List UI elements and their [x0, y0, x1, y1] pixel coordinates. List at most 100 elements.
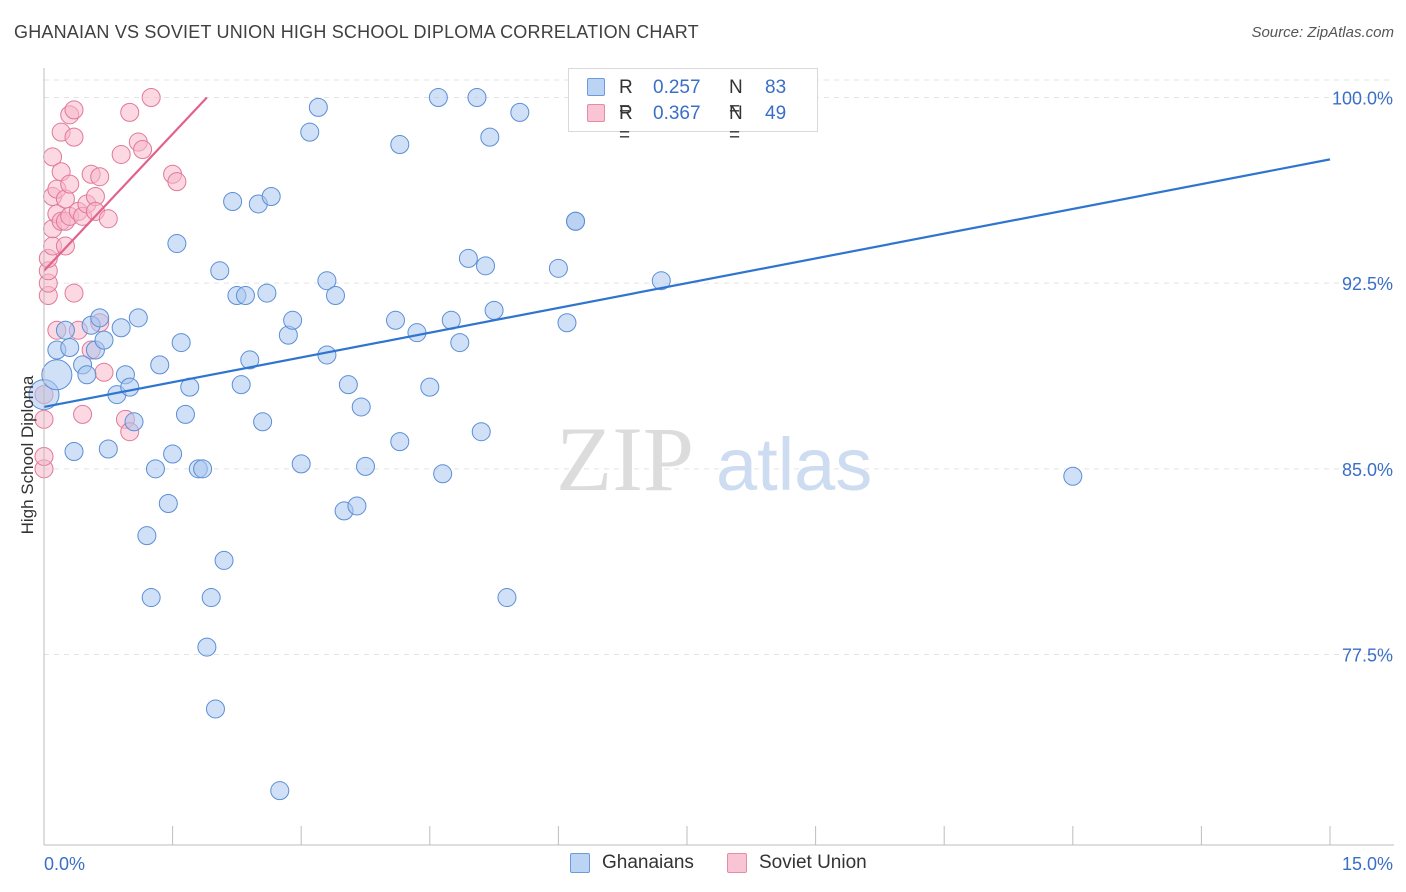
ghanaian-point	[55, 320, 75, 340]
soviet-union-point	[94, 362, 114, 382]
ghanaian-point	[566, 211, 586, 231]
ghanaian-point	[175, 404, 195, 424]
ghanaian-point	[128, 308, 148, 328]
ghanaian-point	[141, 588, 161, 608]
ghanaian-point	[137, 526, 157, 546]
ghanaian-point	[557, 313, 577, 333]
soviet-union-point	[120, 102, 140, 122]
ghanaian-point	[163, 444, 183, 464]
ghanaian-point	[471, 422, 491, 442]
ghanaian-point	[120, 377, 140, 397]
ghanaian-point	[356, 456, 375, 476]
ghanaian-point	[150, 355, 170, 375]
ghanaians-trend-line	[43, 158, 1331, 409]
soviet-union-point	[55, 236, 75, 256]
ghanaian-point	[308, 97, 328, 117]
ghanaian-point	[205, 699, 225, 719]
watermark-zip: ZIP	[556, 408, 694, 510]
ghanaian-point	[433, 464, 453, 484]
legend-r-label: R =	[619, 103, 633, 146]
ghanaian-point	[214, 550, 234, 570]
y-tick-label: 100.0%	[1332, 89, 1393, 109]
x-tick-label: 0.0%	[44, 854, 85, 874]
ghanaian-point	[197, 637, 217, 657]
ghanaian-point	[338, 375, 358, 395]
soviet-union-point	[64, 283, 84, 303]
ghanaian-point	[145, 459, 165, 479]
legend-r-value: 0.367	[653, 103, 701, 124]
ghanaian-point	[77, 365, 97, 385]
ghanaian-point	[98, 439, 118, 459]
ghanaian-point	[428, 88, 448, 107]
legend-n-label: N =	[729, 77, 743, 120]
ghanaian-point	[253, 412, 273, 432]
tick-labels: 77.5% 85.0% 92.5% 100.0% 0.0% 15.0%	[44, 89, 1393, 875]
ghanaian-point	[458, 248, 478, 268]
ghanaian-point	[390, 432, 410, 452]
bottom-legend-label-soviet-union: Soviet Union	[759, 852, 867, 873]
legend-r-value: 0.257	[653, 77, 701, 98]
ghanaian-point	[257, 283, 277, 303]
ghanaian-point	[484, 300, 504, 320]
ghanaian-point	[193, 459, 213, 479]
soviet-union-point	[73, 404, 93, 424]
ghanaian-point	[467, 88, 487, 107]
soviet-union-point	[111, 144, 131, 164]
ghanaian-point	[261, 187, 281, 207]
ghanaian-point	[210, 261, 230, 281]
ghanaian-point	[94, 330, 114, 350]
ghanaian-point	[235, 286, 255, 306]
ghanaian-point	[124, 412, 144, 432]
ghanaian-point	[476, 256, 496, 276]
ghanaian-point	[300, 122, 320, 142]
ghanaian-point	[90, 308, 110, 328]
y-axis-label: High School Diploma	[18, 375, 37, 535]
bottom-legend-swatch-ghanaians	[570, 853, 590, 873]
watermark: ZIP atlas	[556, 408, 872, 510]
soviet-union-point	[60, 174, 80, 194]
x-tick-label: 15.0%	[1342, 854, 1393, 874]
ghanaian-point	[64, 442, 84, 462]
legend-n-value: 83	[765, 77, 787, 98]
y-tick-label: 85.0%	[1342, 460, 1393, 480]
legend-n-value: 49	[765, 103, 787, 124]
ghanaian-point	[386, 310, 406, 330]
soviet-union-point	[133, 139, 153, 159]
source-label: Source: ZipAtlas.com	[1251, 24, 1394, 41]
y-tick-label: 77.5%	[1342, 646, 1393, 666]
watermark-atlas: atlas	[716, 423, 872, 506]
ghanaian-point	[270, 781, 290, 801]
ghanaian-point	[325, 286, 345, 306]
ghanaian-point	[510, 102, 530, 122]
ghanaian-point	[651, 271, 671, 291]
ghanaian-point	[407, 323, 427, 343]
ghanaian-point	[223, 191, 243, 211]
legend-r-label: R =	[619, 77, 633, 120]
legend-swatch-ghanaians	[587, 78, 605, 96]
bottom-legend-swatch-soviet-union	[727, 853, 747, 873]
ghanaian-point	[317, 345, 337, 365]
ghanaian-point	[60, 338, 80, 358]
ghanaian-point	[420, 377, 440, 397]
ghanaian-point	[347, 496, 367, 516]
ghanaian-point	[171, 333, 191, 353]
trend-lines	[43, 96, 1331, 409]
legend-swatch-soviet-union	[587, 104, 605, 122]
ghanaian-point	[497, 588, 517, 608]
ghanaian-point	[231, 375, 251, 395]
ghanaian-point	[158, 493, 178, 513]
ghanaian-point	[450, 333, 470, 353]
soviet-union-trend-line	[43, 96, 208, 272]
ghanaian-point	[283, 310, 303, 330]
correlation-legend: R = 0.257 N = 83 R = 0.367 N = 49	[568, 68, 818, 146]
ghanaian-point	[111, 318, 131, 338]
ghanaian-point	[41, 359, 73, 391]
ghanaian-point	[201, 588, 221, 608]
soviet-union-point	[64, 127, 84, 147]
soviet-union-point	[167, 172, 187, 192]
data-points	[28, 88, 1083, 801]
chart-title: GHANAIAN VS SOVIET UNION HIGH SCHOOL DIP…	[14, 22, 699, 42]
ghanaian-point	[240, 350, 260, 370]
ghanaian-point	[291, 454, 311, 474]
soviet-union-point	[98, 209, 118, 229]
